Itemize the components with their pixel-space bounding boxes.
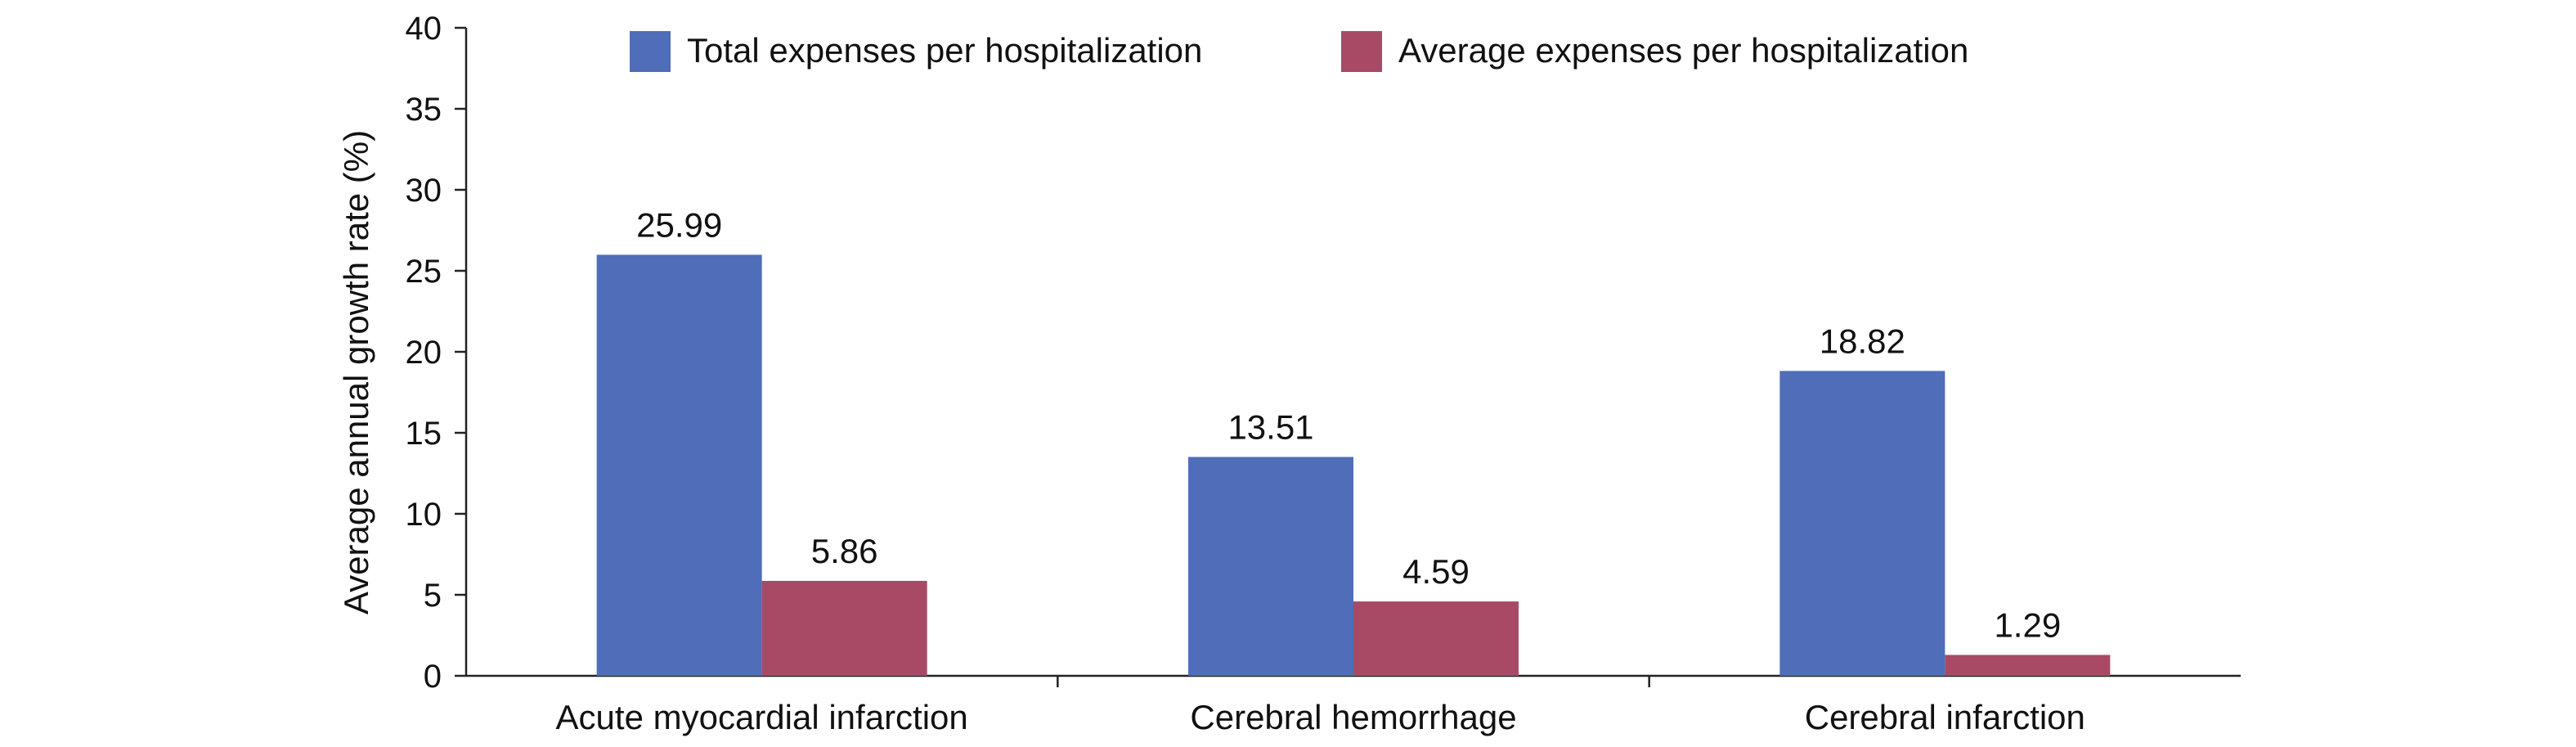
- bar: [596, 254, 762, 676]
- y-tick-label: 10: [406, 497, 442, 533]
- data-label: 13.51: [1227, 408, 1313, 447]
- x-category-label: Cerebral infarction: [1805, 698, 2085, 736]
- data-label: 25.99: [636, 205, 722, 244]
- y-tick-label: 20: [406, 335, 442, 371]
- y-tick-label: 30: [406, 173, 442, 209]
- legend-label: Average expenses per hospitalization: [1398, 31, 1968, 70]
- y-ticks: 0 5 10 15 20 25 30 35 40: [406, 11, 466, 695]
- legend-swatch: [1341, 31, 1382, 72]
- data-label: 1.29: [1994, 605, 2061, 644]
- y-tick-label: 40: [406, 11, 442, 47]
- y-tick-label: 0: [424, 659, 442, 695]
- bars: [596, 254, 2111, 676]
- y-tick-label: 25: [406, 254, 442, 290]
- legend-swatch: [630, 31, 671, 72]
- legend-label: Total expenses per hospitalization: [687, 31, 1202, 70]
- y-tick-label: 5: [424, 578, 442, 614]
- bar: [761, 580, 927, 676]
- legend: Total expenses per hospitalization Averag…: [630, 31, 1968, 72]
- y-axis-title: Average annual growth rate (%): [337, 130, 375, 614]
- y-axis: 0 5 10 15 20 25 30 35 40: [406, 11, 468, 695]
- bar: [1353, 601, 1519, 676]
- data-labels: 25.99 5.86 13.51 4.59 18.82 1.29: [636, 205, 2061, 644]
- x-category-label: Acute myocardial infarction: [556, 698, 968, 736]
- y-tick-label: 35: [406, 92, 442, 128]
- x-category-label: Cerebral hemorrhage: [1190, 698, 1516, 736]
- y-tick-label: 15: [406, 416, 442, 452]
- data-label: 18.82: [1820, 322, 1905, 360]
- bar: [1188, 457, 1353, 676]
- data-label: 4.59: [1402, 552, 1470, 591]
- bar: [1945, 655, 2111, 676]
- bar: [1779, 371, 1945, 676]
- data-label: 5.86: [811, 532, 878, 570]
- x-axis: Acute myocardial infarction Cerebral hemo…: [466, 674, 2241, 736]
- x-category-labels: Acute myocardial infarction Cerebral hemo…: [556, 676, 2085, 736]
